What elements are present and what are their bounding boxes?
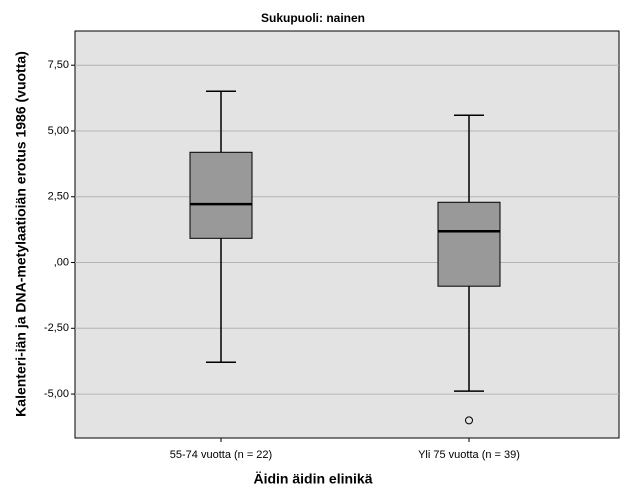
box bbox=[189, 151, 253, 239]
box bbox=[437, 201, 501, 287]
y-tick-label: 5,00 bbox=[48, 125, 69, 137]
y-tick-label: 7,50 bbox=[48, 59, 69, 71]
outlier bbox=[465, 416, 473, 425]
x-axis-title: Äidin äidin elinikä bbox=[253, 471, 372, 487]
x-tick-label: 55-74 vuotta (n = 22) bbox=[170, 449, 272, 461]
y-tick-label: -2,50 bbox=[44, 322, 69, 334]
y-tick-label: -5,00 bbox=[44, 388, 69, 400]
y-tick-label: ,00 bbox=[54, 256, 69, 268]
y-tick-label: 2,50 bbox=[48, 191, 69, 203]
chart-title: Sukupuoli: nainen bbox=[261, 11, 365, 25]
x-tick-label: Yli 75 vuotta (n = 39) bbox=[418, 449, 520, 461]
plot-area bbox=[74, 30, 620, 439]
y-axis-title: Kalenteri-iän ja DNA-metylaatioiän erotu… bbox=[13, 51, 29, 417]
